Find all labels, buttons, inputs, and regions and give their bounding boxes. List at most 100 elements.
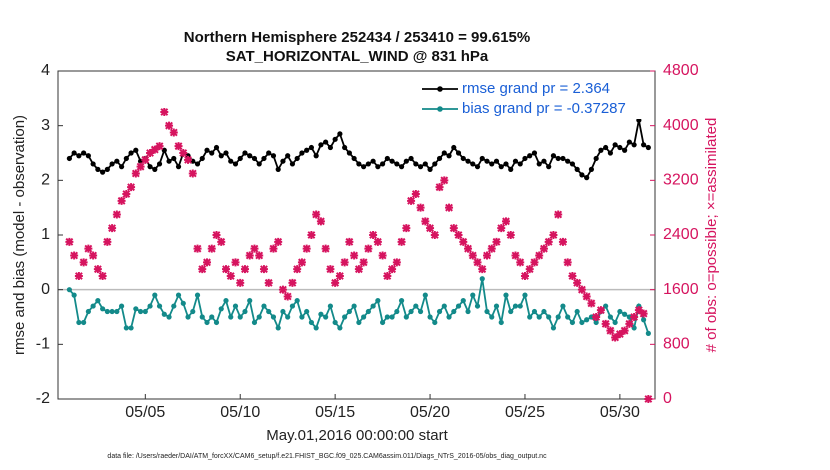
y2-axis-label: # of obs: o=possible; ×=assimilated [703,118,720,353]
series-dot [133,147,139,153]
series-dot [237,155,243,162]
obs-marker [445,203,454,212]
series-dot [569,161,576,167]
obs-marker [582,292,591,301]
series-dot [247,153,253,159]
obs-marker [369,231,378,239]
series-dot [465,158,471,164]
obs-marker [335,272,344,280]
series-dot [342,144,348,151]
series-dot [313,325,319,331]
obs-marker [212,231,221,239]
series-dot [408,308,414,315]
series-dot [100,169,106,175]
series-dot [394,161,400,167]
series-dot [223,150,229,156]
obs-marker [250,244,259,253]
series-dot [631,142,637,148]
obs-marker [544,237,553,246]
series-dot [299,150,305,156]
obs-marker [174,142,183,151]
obs-marker [483,251,492,260]
legend-box [418,79,653,119]
obs-marker [373,237,382,246]
series-dot [133,306,139,312]
series-dot [114,308,120,315]
series-dot [285,314,291,320]
series-dot [342,314,348,320]
x-axis-label: May.01,2016 00:00:00 start [266,427,448,444]
legend-dot [437,86,443,92]
obs-marker [392,258,401,267]
series-dot [617,308,623,315]
obs-marker [459,237,468,246]
obs-marker [440,176,449,185]
series-dot [147,303,153,309]
obs-marker [184,155,193,164]
series-dot [413,161,419,167]
series-dot [517,303,523,309]
series-dot [270,314,277,320]
obs-marker [207,244,216,253]
series-dot [142,308,148,315]
obs-marker [231,258,240,267]
y-axis-label: rmse and bias (model - observation) [11,115,28,355]
obs-marker [278,285,287,294]
series-dot [626,314,632,320]
obs-marker [378,251,387,260]
series-dot [541,158,547,164]
series-dot [327,144,333,151]
series-dot [584,175,590,181]
obs-marker [79,258,88,267]
obs-marker [236,278,245,287]
obs-marker [601,319,610,328]
y-tick-label: -2 [36,390,50,407]
series-dot [555,155,561,162]
series-dot [323,314,329,320]
series-dot [607,314,613,320]
obs-marker [350,251,359,260]
series-dot [228,314,234,320]
series-dot [398,164,405,170]
obs-marker [345,237,354,246]
obs-marker [98,272,107,280]
series-dot [617,144,623,151]
series-dot [550,153,557,159]
obs-marker [554,210,563,219]
series-dot [565,158,571,164]
y2-tick-label: 800 [663,336,690,353]
series-dot [294,298,300,304]
series-dot [351,303,357,309]
obs-marker [625,319,634,328]
series-dot [536,161,542,167]
obs-marker [108,224,117,233]
obs-marker [511,251,520,260]
series-dot [417,308,424,315]
obs-marker [568,272,577,280]
series-dot [275,325,281,331]
series-dot [213,319,220,326]
series-dot [223,298,229,304]
series-dot [603,144,609,151]
series-dot [109,308,115,315]
series-dot [327,303,333,309]
series-dot [299,314,305,320]
series-dot [370,158,376,164]
series-dot [66,287,72,293]
series-dot [508,166,514,172]
series-dot [479,155,485,162]
obs-marker [146,149,155,157]
obs-marker [127,183,136,192]
series-dot [85,153,91,159]
obs-marker [293,265,302,274]
obs-marker [74,272,83,280]
series-dot [156,303,163,309]
obs-marker [487,244,496,253]
series-dot [76,153,82,159]
series-dot [546,314,552,320]
series-dot [598,147,604,153]
series-dot [66,155,72,162]
obs-marker [421,217,430,226]
obs-marker [577,285,586,294]
series-dot [465,308,471,315]
